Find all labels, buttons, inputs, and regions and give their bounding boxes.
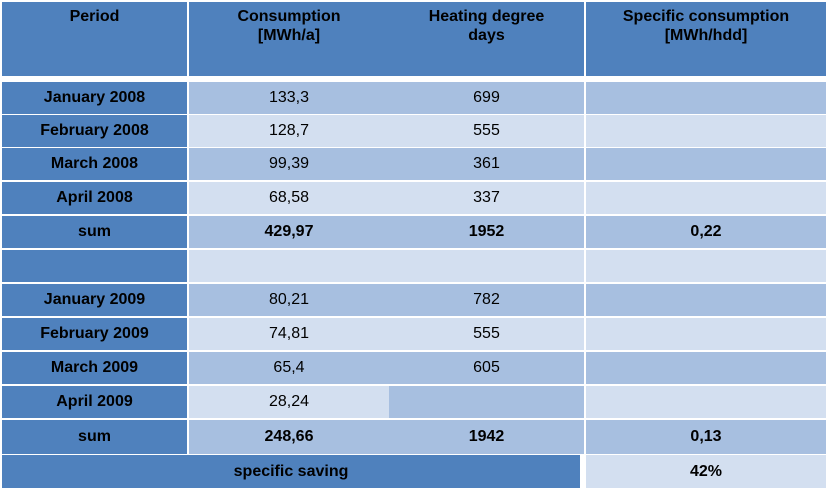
cell-period: April 2009: [2, 386, 187, 418]
cell-hdd: 555: [389, 318, 584, 350]
header-hdd: Heating degree days: [389, 2, 584, 76]
cell-period: April 2008: [2, 182, 187, 214]
header-specific: Specific consumption [MWh/hdd]: [586, 2, 826, 76]
cell-consumption: 65,4: [189, 352, 389, 384]
cell-specific: [586, 318, 826, 350]
header-specific-text: Specific consumption [MWh/hdd]: [622, 8, 790, 45]
cell-period: March 2008: [2, 148, 187, 180]
cell-consumption: 28,24: [189, 386, 389, 418]
cell-specific: [586, 250, 826, 282]
cell-hdd: 337: [389, 182, 584, 214]
header-consumption-text: Consumption [MWh/a]: [237, 8, 341, 45]
cell-consumption: 80,21: [189, 284, 389, 316]
cell-hdd-sum: 1942: [389, 420, 584, 454]
cell-hdd: 555: [389, 115, 584, 147]
cell-hdd: 361: [389, 148, 584, 180]
header-consumption: Consumption [MWh/a]: [189, 2, 389, 76]
cell-consumption: [189, 250, 389, 282]
cell-specific: [586, 284, 826, 316]
cell-specific: [586, 82, 826, 114]
header-period-text: Period: [69, 8, 120, 25]
cell-specific: [586, 182, 826, 214]
cell-period: January 2009: [2, 284, 187, 316]
cell-period: February 2009: [2, 318, 187, 350]
cell-hdd: 782: [389, 284, 584, 316]
cell-hdd-sum: 1952: [389, 216, 584, 248]
cell-specific: [586, 352, 826, 384]
cell-period: [2, 250, 187, 282]
cell-hdd: [389, 386, 584, 418]
cell-specific: [586, 115, 826, 147]
cell-specific: [586, 386, 826, 418]
cell-consumption: 128,7: [189, 115, 389, 147]
cell-consumption: 99,39: [189, 148, 389, 180]
header-period: Period: [2, 2, 187, 76]
cell-hdd: 699: [389, 82, 584, 114]
cell-period: January 2008: [2, 82, 187, 114]
cell-period: February 2008: [2, 115, 187, 147]
header-hdd-text: Heating degree days: [428, 8, 545, 45]
cell-hdd: 605: [389, 352, 584, 384]
cell-consumption: 68,58: [189, 182, 389, 214]
footer-label: specific saving: [2, 455, 580, 488]
cell-period-sum: sum: [2, 216, 187, 248]
footer-value: 42%: [586, 455, 826, 488]
cell-period: March 2009: [2, 352, 187, 384]
cell-consumption-sum: 429,97: [189, 216, 389, 248]
cell-specific-sum: 0,22: [586, 216, 826, 248]
cell-hdd: [389, 250, 584, 282]
cell-consumption-sum: 248,66: [189, 420, 389, 454]
cell-period-sum: sum: [2, 420, 187, 454]
cell-specific: [586, 148, 826, 180]
cell-specific-sum: 0,13: [586, 420, 826, 454]
cell-consumption: 74,81: [189, 318, 389, 350]
cell-consumption: 133,3: [189, 82, 389, 114]
